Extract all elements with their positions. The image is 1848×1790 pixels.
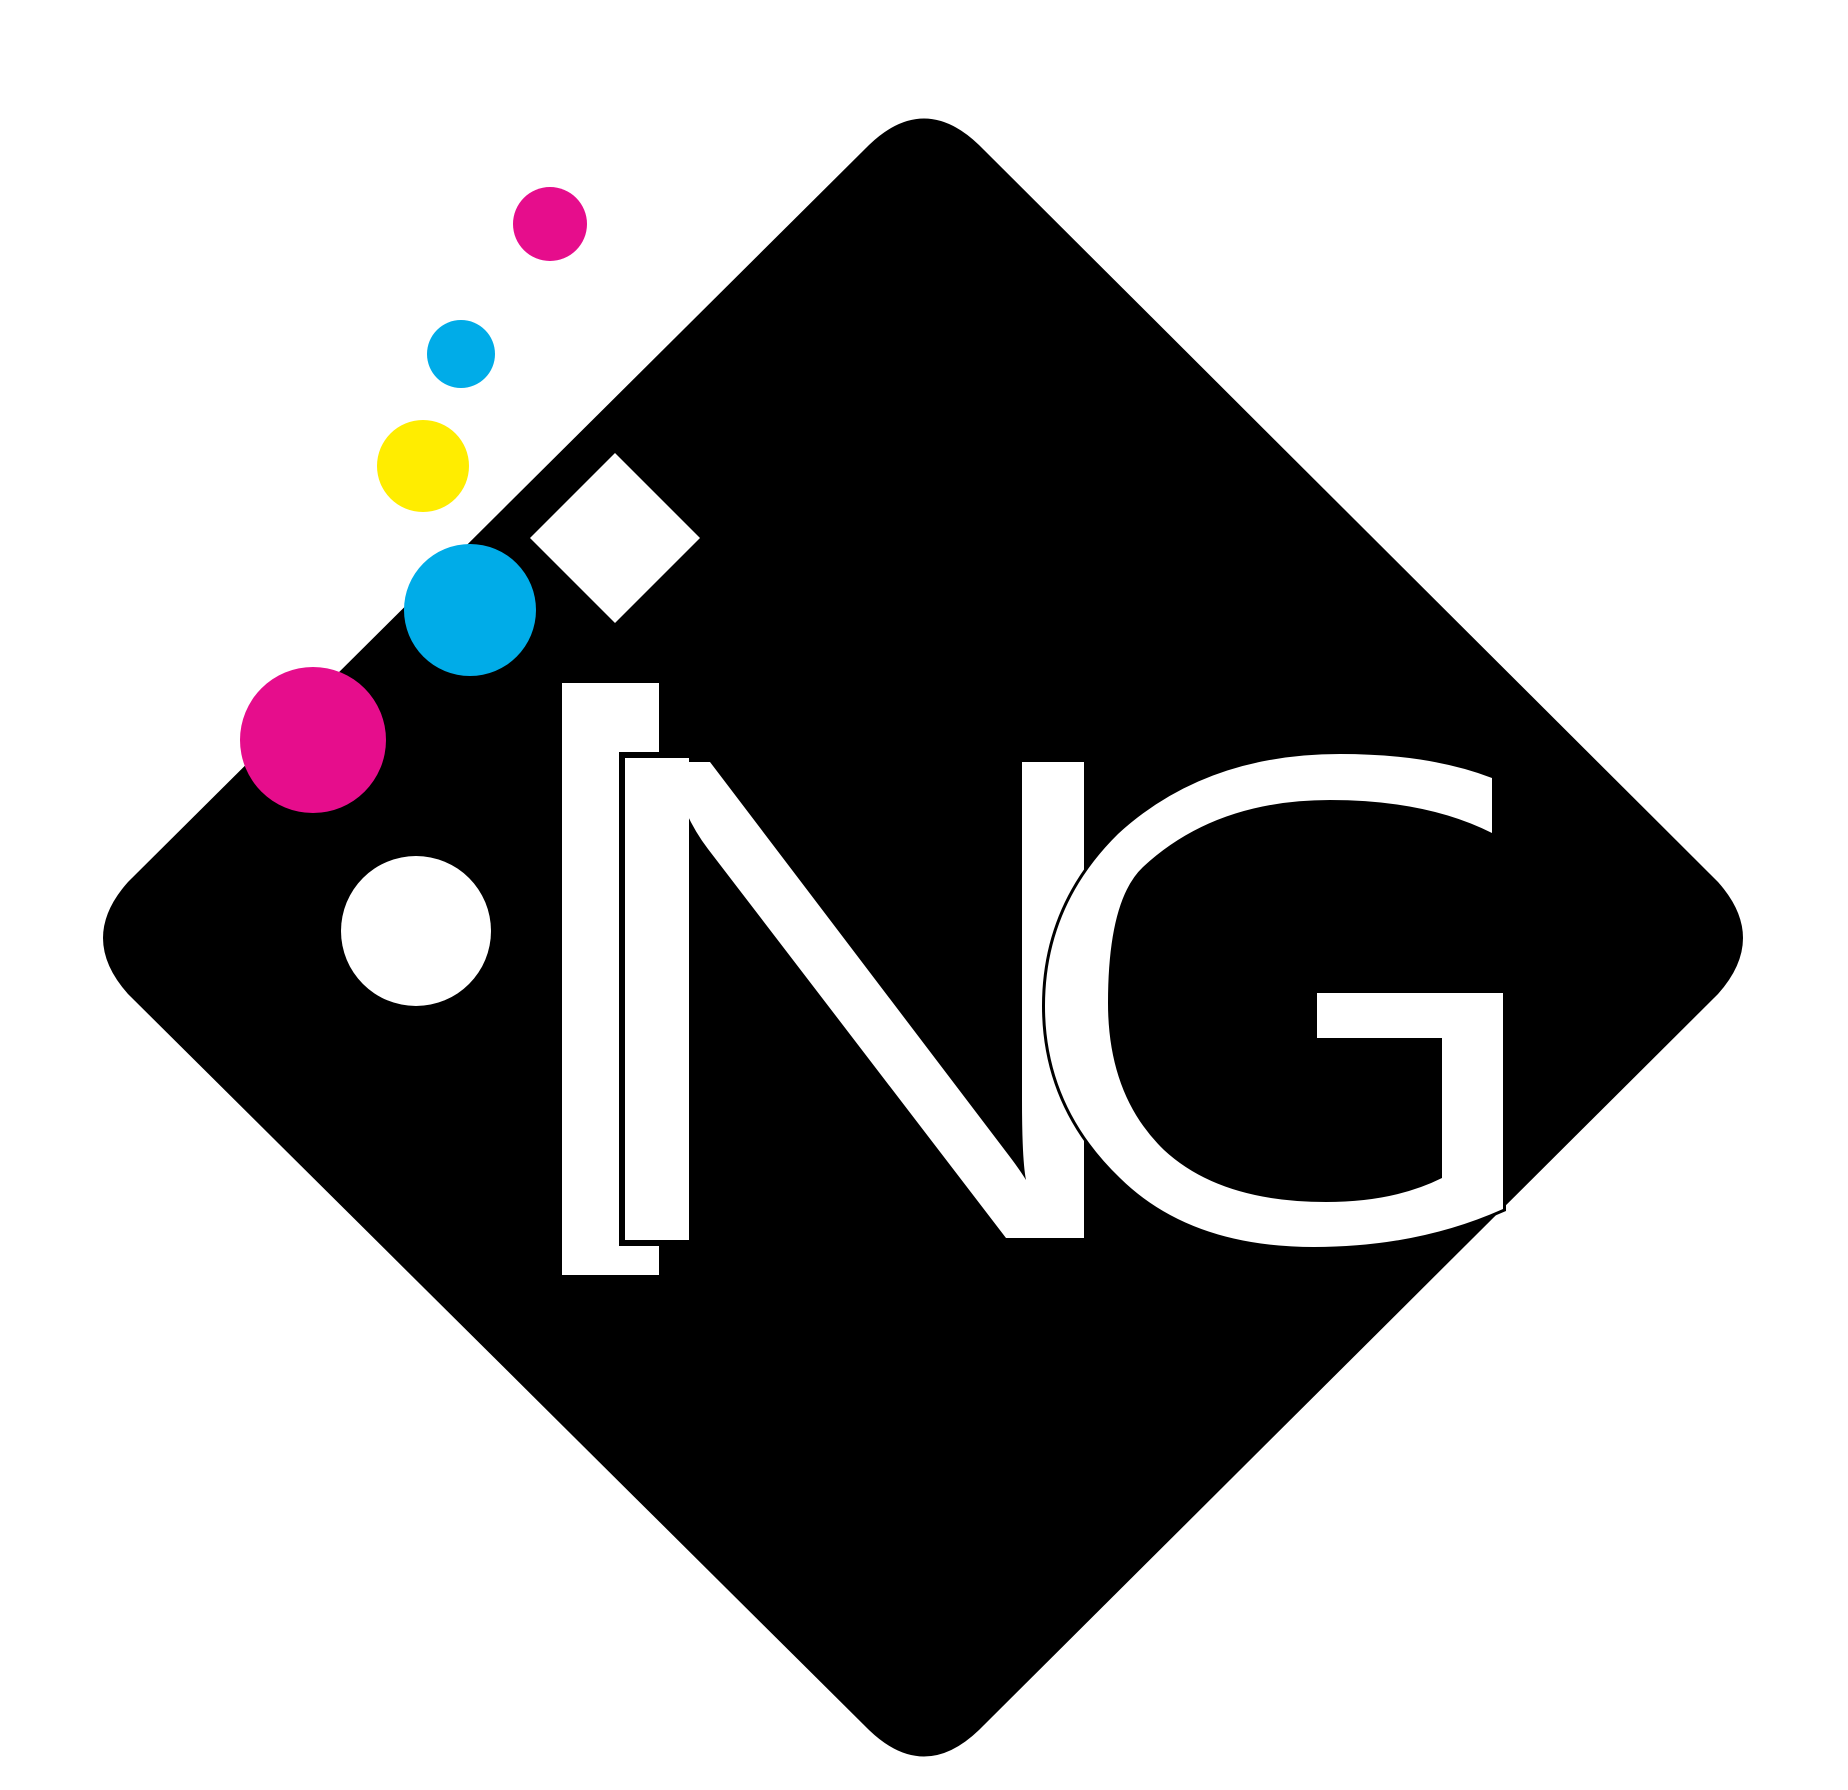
black-rounded-diamond: [103, 118, 1743, 1757]
magenta-dot-small: [513, 187, 587, 261]
white-small-diamond: [530, 453, 700, 623]
letter-g: [1041, 750, 1506, 1251]
letter-n: [628, 762, 1084, 1238]
cyan-dot-small: [427, 320, 495, 388]
magenta-dot-large: [240, 667, 386, 813]
cyan-dot-large: [404, 544, 536, 676]
yellow-dot: [377, 420, 469, 512]
white-dot: [341, 856, 491, 1006]
